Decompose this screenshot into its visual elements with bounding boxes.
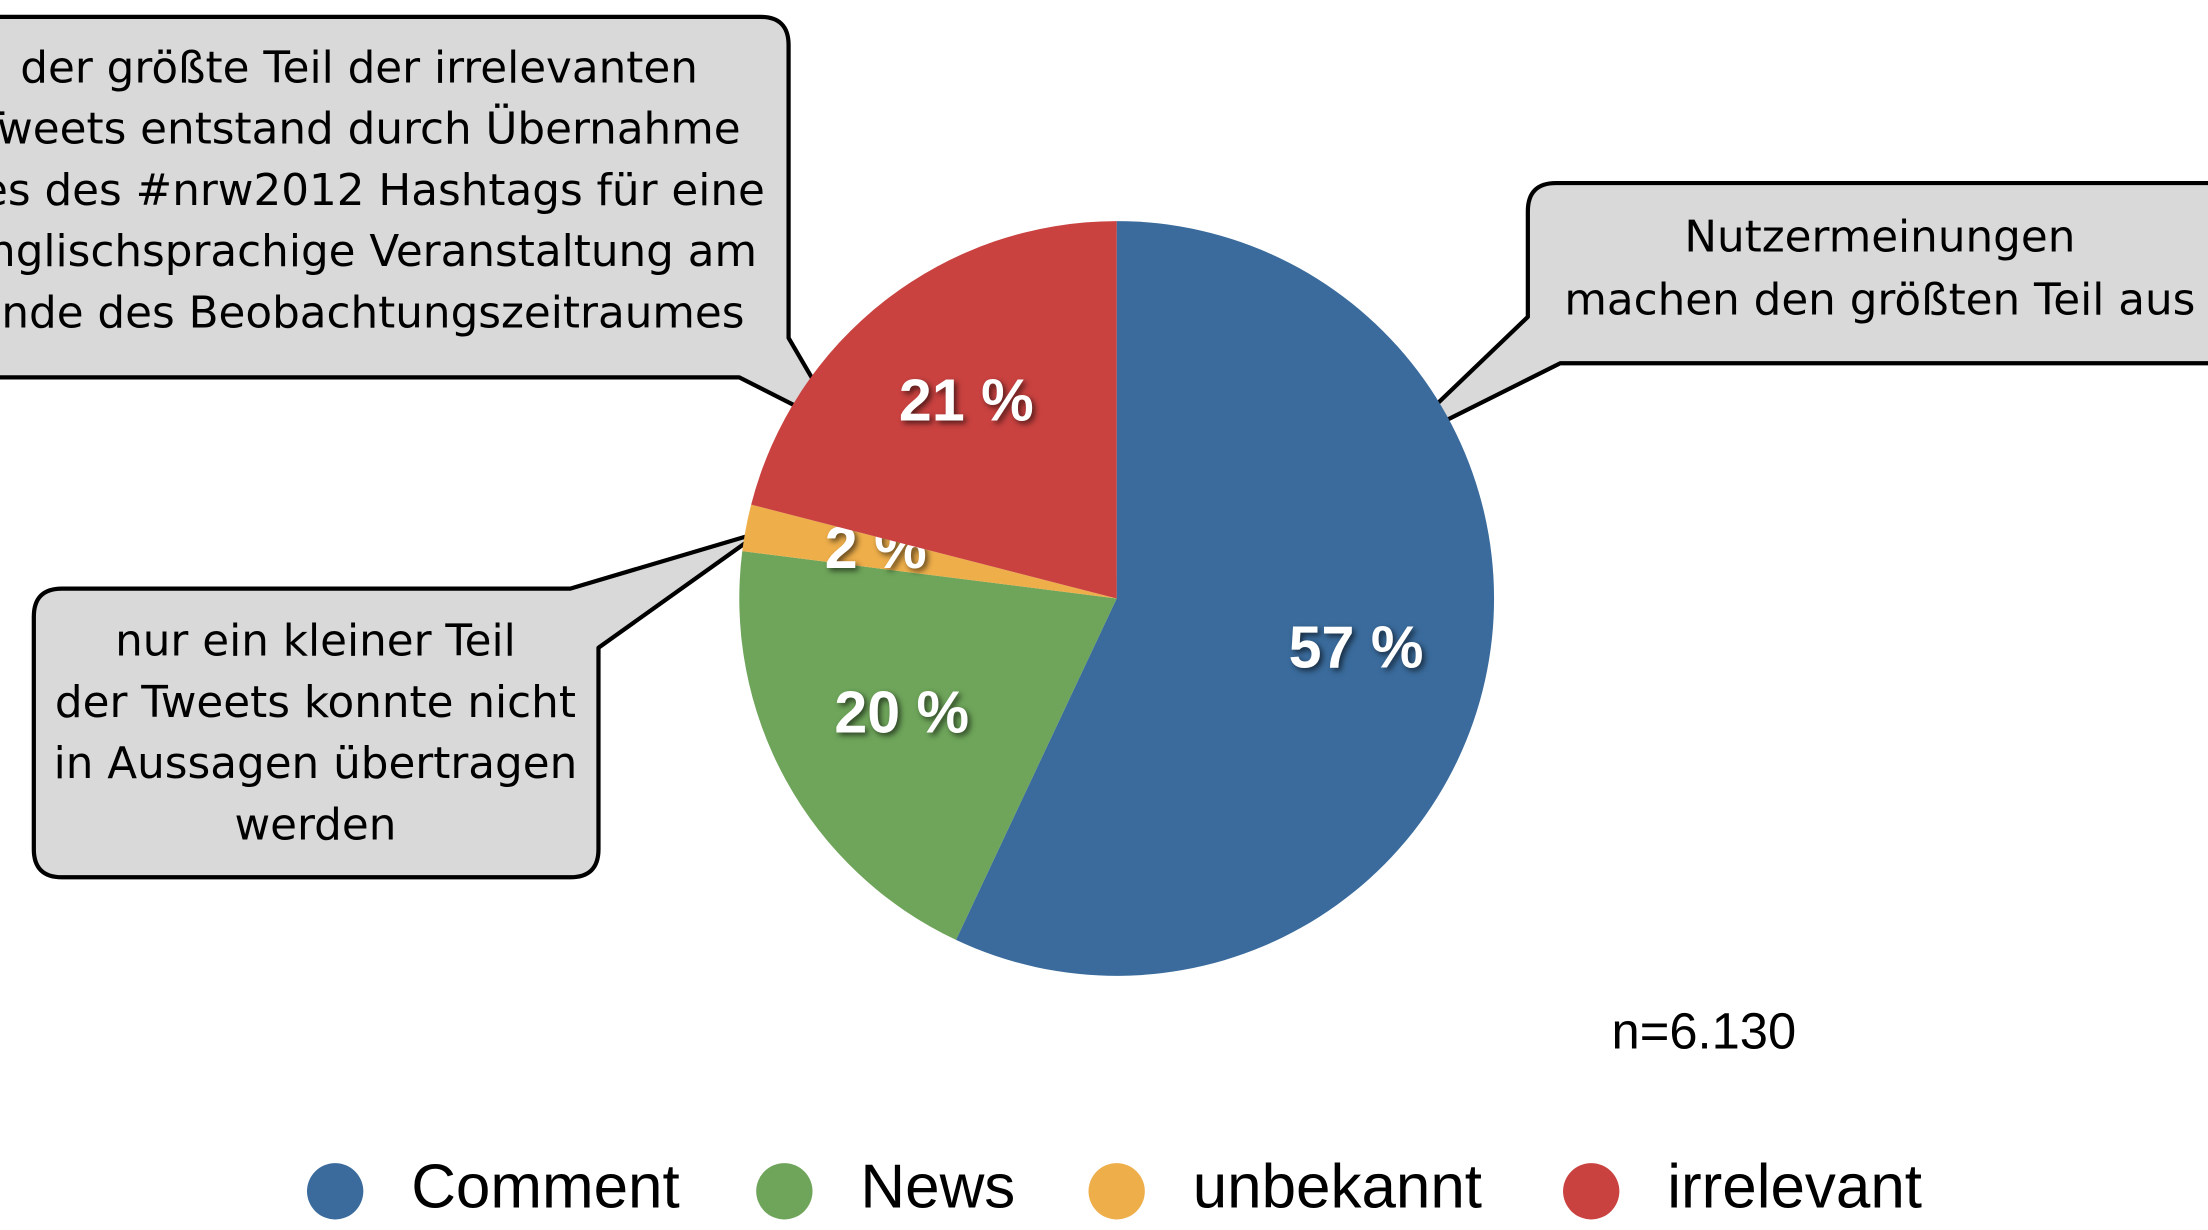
legend-label: Comment [411,1153,679,1222]
callout-text: Nutzermeinungen [1684,211,2075,262]
legend-swatch [1563,1163,1620,1220]
callout-text: der Tweets konnte nicht [55,677,576,728]
legend-swatch [756,1163,813,1220]
callout-text: des des #nrw2012 Hashtags für eine [0,165,765,216]
callout-text: englischsprachige Veranstaltung am [0,226,757,277]
callout-box [1389,180,2208,450]
pie-slice [955,221,1495,976]
callout-text: der größte Teil der irrelevanten [20,42,698,93]
slice-label: 20 % [834,678,969,745]
callout-text: werden [234,799,396,850]
sample-size: n=6.130 [1612,1002,1797,1059]
pie: 57 %20 %2 %21 % [739,221,1495,976]
callout-text: Ende des Beobachtungszeitraumes [0,287,744,338]
callout-text: nur ein kleiner Teil [115,616,516,667]
pie-slice [739,551,1117,940]
legend-label: News [860,1153,1015,1222]
legend-swatch [1088,1163,1145,1220]
slice-label: 57 % [1289,614,1424,681]
callout-text: Tweets entstand durch Übernahme [0,103,741,155]
legend-swatch [306,1163,364,1220]
legend-label: irrelevant [1667,1153,1922,1222]
pie-slice [751,221,1117,599]
legend-label: unbekannt [1193,1153,1482,1222]
slice-label: 21 % [899,366,1034,433]
callout-box [31,530,763,880]
callout-text: in Aussagen übertragen [54,738,578,789]
callout-text: machen den größten Teil aus [1564,275,2195,326]
pie-slice [742,504,1117,599]
